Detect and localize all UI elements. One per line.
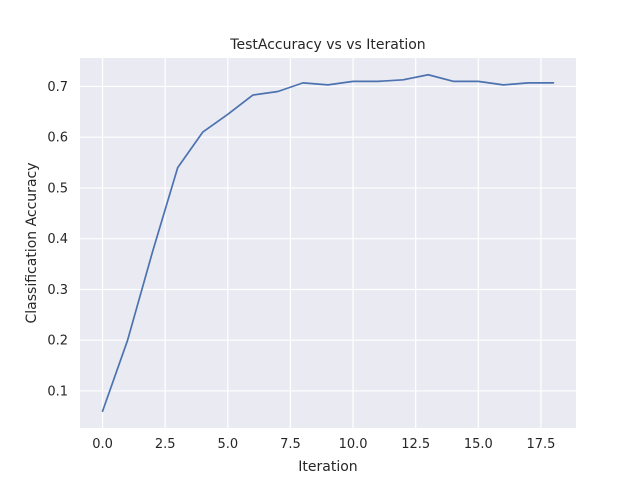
x-tick-label: 5.0 (217, 437, 238, 452)
x-tick-label: 7.5 (280, 437, 301, 452)
x-tick-label: 10.0 (339, 437, 368, 452)
y-tick-label: 0.5 (47, 181, 68, 196)
x-tick-label: 0.0 (92, 437, 113, 452)
x-axis-label: Iteration (298, 459, 357, 475)
tick-labels: 0.0 2.5 5.0 7.5 10.0 12.5 15.0 17.5 0.1 0.2 0.3 0.4… (47, 80, 555, 452)
y-tick-label: 0.7 (47, 80, 68, 95)
y-tick-label: 0.6 (47, 131, 68, 146)
y-tick-label: 0.3 (47, 283, 68, 298)
grid-lines (80, 58, 576, 428)
chart-title: TestAccuracy vs vs Iteration (229, 37, 425, 53)
x-tick-label: 2.5 (155, 437, 176, 452)
series-group (101, 73, 555, 413)
y-tick-label: 0.4 (47, 232, 68, 247)
x-tick-label: 15.0 (464, 437, 493, 452)
y-tick-label: 0.1 (47, 384, 68, 399)
y-axis-label: Classification Accuracy (24, 163, 40, 324)
x-tick-label: 17.5 (526, 437, 555, 452)
y-tick-label: 0.2 (47, 334, 68, 349)
plot-area (80, 58, 576, 428)
x-tick-label: 12.5 (401, 437, 430, 452)
